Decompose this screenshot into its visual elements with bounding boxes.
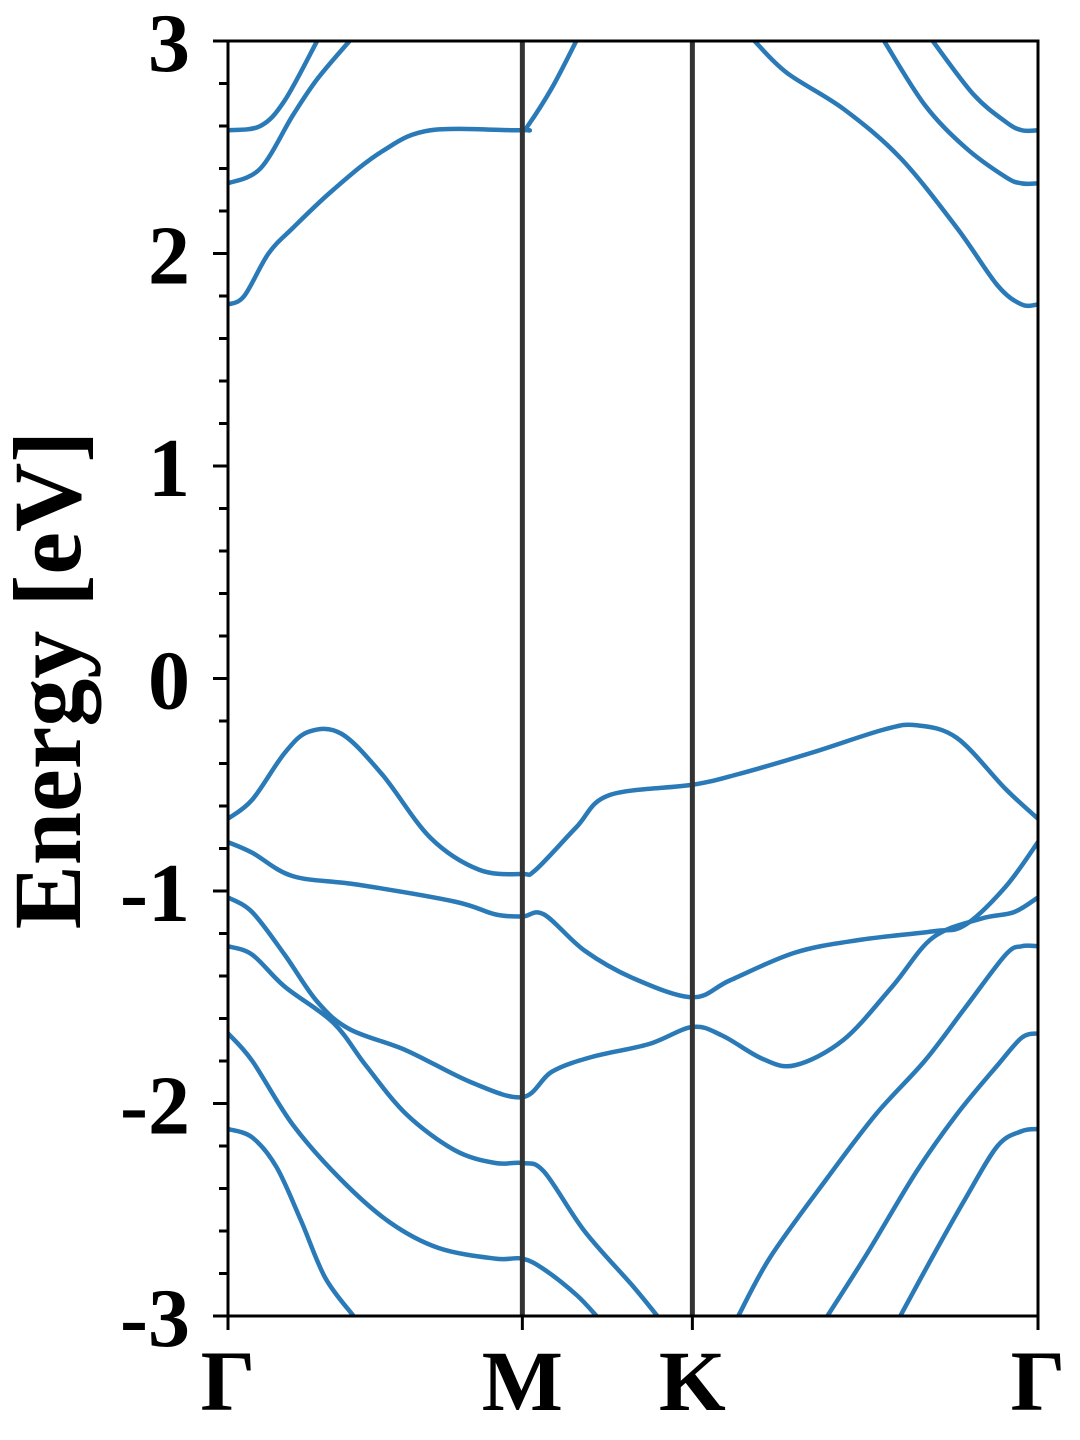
y-tick-label: -2 [120, 1060, 190, 1153]
x-tick-label: Γ [1011, 1333, 1066, 1429]
y-axis-ticks: -3 -2 -1 0 1 2 3 [120, 0, 228, 1365]
kpoint-dividers [519, 41, 695, 1316]
band-line-10 [752, 41, 1038, 309]
band-line-1 [228, 1126, 356, 1316]
band-line-13 [736, 943, 1038, 1316]
y-tick-label: -3 [120, 1272, 190, 1365]
x-tick-label: M [482, 1333, 563, 1429]
x-tick-label: Γ [201, 1333, 256, 1429]
y-tick-label: 3 [148, 0, 190, 90]
band-line-2 [228, 1031, 599, 1316]
band-line-8 [228, 41, 352, 186]
band-line-12 [930, 41, 1038, 134]
y-tick-label: 2 [148, 210, 190, 303]
band-line-4 [228, 895, 1038, 1100]
plot-frame [226, 39, 1040, 1318]
band-line-11 [881, 41, 1038, 187]
y-tick-label: 1 [148, 422, 190, 515]
y-tick-label: 0 [148, 635, 190, 728]
band-line-7 [228, 41, 579, 307]
band-line-15 [898, 1126, 1038, 1316]
x-tick-label: K [659, 1333, 726, 1429]
band-line-9 [228, 41, 320, 133]
band-line-14 [825, 1031, 1038, 1316]
y-axis-label: Energy [eV] [0, 431, 101, 930]
y-tick-label: -1 [120, 847, 190, 940]
band-line-5 [228, 839, 1038, 1000]
band-line-6 [228, 722, 1038, 878]
band-lines [228, 41, 1038, 1316]
band-line-3 [228, 944, 660, 1316]
